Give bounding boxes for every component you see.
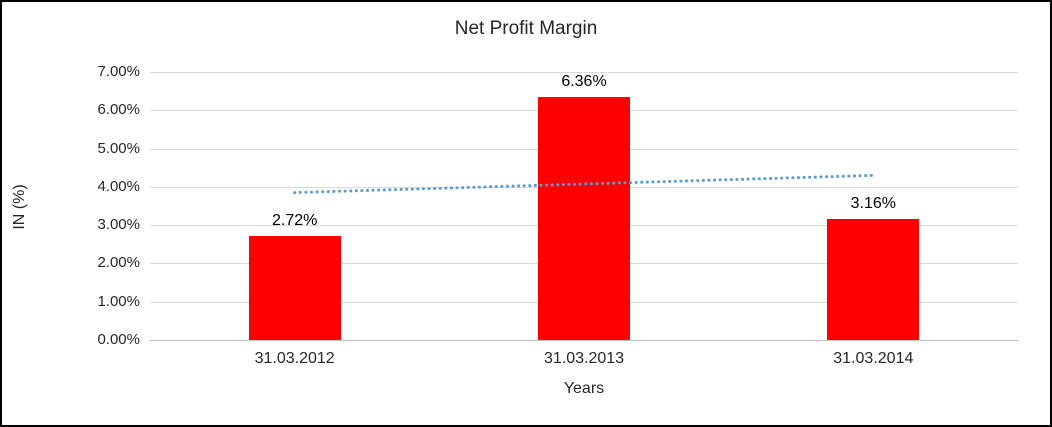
y-tick-label: 0.00% [97, 331, 140, 348]
x-axis-line [150, 340, 1018, 341]
chart-title: Net Profit Margin [454, 18, 598, 39]
bar-data-label: 6.36% [561, 72, 607, 90]
y-tick-label: 6.00% [97, 101, 140, 119]
y-tick-label: 7.00% [97, 63, 140, 80]
x-tick-label: 31.03.2014 [833, 350, 914, 367]
y-tick-label: 4.00% [97, 177, 140, 195]
bar-31.03.2014 [827, 219, 920, 340]
bar-data-label: 2.72% [271, 211, 318, 229]
gridline [150, 72, 1018, 73]
x-tick-label: 31.03.2012 [254, 350, 335, 367]
y-tick-label: 1.00% [97, 292, 140, 310]
bar-31.03.2013 [538, 96, 630, 340]
y-tick-label: 2.00% [97, 254, 140, 272]
plot-area: 2.72% 6.36% 3.16% [150, 72, 1018, 341]
y-axis-label: IN (%) [11, 184, 28, 230]
x-tick-label: 31.03.2013 [543, 350, 625, 367]
y-tick-label: 3.00% [97, 216, 140, 234]
y-tick-label: 5.00% [97, 139, 140, 157]
x-axis-label: Years [563, 380, 605, 397]
bar-data-label: 3.16% [850, 195, 897, 213]
bar-31.03.2012 [248, 235, 341, 340]
